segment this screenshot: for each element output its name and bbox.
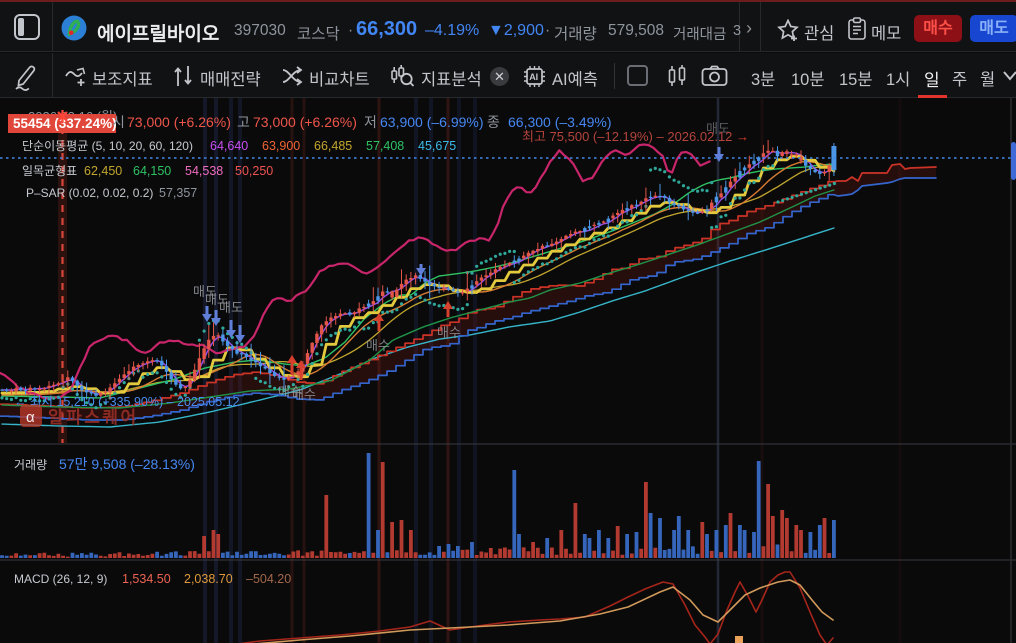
svg-text:일목균형표: 일목균형표	[22, 164, 77, 178]
svg-text:매수: 매수	[366, 338, 390, 353]
svg-text:63,900: 63,900	[262, 139, 300, 153]
svg-text:–504.20: –504.20	[246, 572, 291, 586]
svg-text:MACD (26, 12, 9): MACD (26, 12, 9)	[14, 572, 107, 586]
svg-text:저: 저	[364, 114, 377, 130]
svg-text:AI: AI	[529, 72, 538, 82]
svg-text:매도: 매도	[219, 300, 243, 315]
svg-text:종: 종	[487, 114, 500, 130]
svg-text:54,538: 54,538	[185, 164, 223, 178]
svg-text:매도: 매도	[205, 292, 229, 307]
svg-text:매수: 매수	[437, 325, 461, 340]
svg-text:66,485: 66,485	[314, 139, 352, 153]
svg-text:73,000 (+6.26%): 73,000 (+6.26%)	[127, 114, 231, 130]
svg-text:단순이동평균 (5, 10, 20, 60, 120): 단순이동평균 (5, 10, 20, 60, 120)	[22, 139, 193, 153]
svg-text:알파스퀘어: 알파스퀘어	[48, 408, 139, 427]
svg-text:매도: 매도	[193, 284, 217, 299]
svg-text:73,000 (+6.26%): 73,000 (+6.26%)	[253, 114, 357, 130]
svg-text:50,250: 50,250	[235, 164, 273, 178]
svg-text:63,900 (–6.99%): 63,900 (–6.99%)	[380, 114, 484, 130]
svg-text:매수: 매수	[292, 387, 316, 402]
svg-text:최고 75,500 (–12.19%) – 2026.02.: 최고 75,500 (–12.19%) – 2026.02.12 →	[522, 129, 749, 144]
svg-text:64,150: 64,150	[133, 164, 171, 178]
svg-text:고: 고	[237, 114, 250, 130]
svg-text:P–SAR (0.02, 0.02, 0.2): P–SAR (0.02, 0.02, 0.2)	[26, 186, 153, 200]
svg-text:매도: 매도	[706, 121, 730, 136]
svg-text:1,534.50: 1,534.50	[122, 572, 171, 586]
svg-text:62,450: 62,450	[84, 164, 122, 178]
svg-text:57,357: 57,357	[159, 186, 197, 200]
svg-text:α: α	[26, 409, 35, 426]
svg-text:45,675: 45,675	[418, 139, 456, 153]
svg-text:2,038.70: 2,038.70	[184, 572, 233, 586]
svg-text:매수: 매수	[278, 384, 302, 399]
svg-text:64,640: 64,640	[210, 139, 248, 153]
svg-text:57,408: 57,408	[366, 139, 404, 153]
svg-text:57만 9,508 (–28.13%): 57만 9,508 (–28.13%)	[59, 456, 195, 472]
svg-text:시: 시	[112, 114, 125, 130]
svg-text:거래량: 거래량	[14, 458, 47, 472]
svg-text:66,300 (–3.49%): 66,300 (–3.49%)	[508, 114, 612, 130]
svg-text:55454 (337.24%): 55454 (337.24%)	[13, 116, 117, 131]
svg-text:← 최저 15,210 (+335.90%) – 2025.: ← 최저 15,210 (+335.90%) – 2025.05.12	[14, 395, 240, 409]
